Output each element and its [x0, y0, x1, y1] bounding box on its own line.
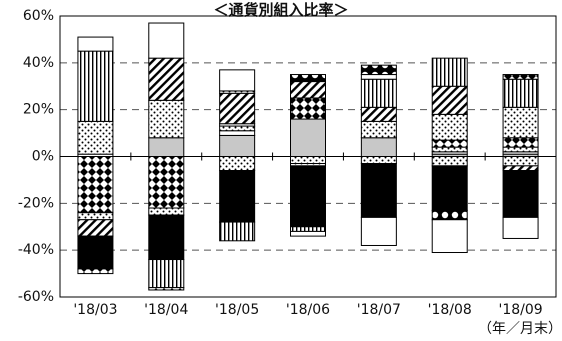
bar-segment: [502, 74, 539, 80]
bar-segment: [502, 78, 539, 108]
bar-segment: [148, 259, 185, 289]
x-tick-label: '18/08: [428, 302, 472, 318]
bar-segment: [77, 212, 114, 221]
bar-segment: [219, 170, 256, 223]
bar-segment: [502, 216, 539, 239]
bar-stack: [219, 69, 256, 242]
bar-segment: [502, 165, 539, 172]
bars: [77, 22, 539, 291]
bar-segment: [360, 216, 397, 246]
bar-segment: [360, 137, 397, 157]
bar-segment: [290, 230, 326, 237]
x-tick-label: '18/03: [73, 302, 117, 318]
x-axis-label: （年／月末）: [478, 321, 562, 337]
axes: [59, 15, 557, 298]
bar-segment: [148, 287, 185, 291]
bar-segment: [219, 156, 256, 172]
bar-segment: [360, 106, 397, 122]
bar-segment: [148, 214, 185, 261]
bar-segment: [77, 50, 114, 122]
y-tick-label: 0%: [32, 149, 54, 165]
x-tick-label: '18/07: [357, 302, 401, 318]
bar-stack: [502, 74, 539, 239]
bar-segment: [360, 163, 397, 218]
bar-segment: [290, 118, 326, 157]
bar-segment: [219, 221, 256, 242]
bar-segment: [431, 85, 468, 115]
bar-segment: [77, 156, 114, 214]
bar-segment: [77, 235, 114, 270]
y-tick-labels: -60% -40% -20% 0% 20% 40% 60%: [18, 8, 54, 305]
bar-segment: [502, 137, 539, 148]
bar-stack: [431, 57, 468, 254]
bar-segment: [431, 156, 468, 167]
bar-stack: [148, 22, 185, 291]
bar-segment: [148, 57, 185, 101]
bar-segment: [290, 156, 326, 165]
gridlines: [60, 62, 556, 251]
bar-segment: [77, 36, 114, 52]
y-tick-label: 20%: [23, 102, 54, 118]
bar-segment: [219, 130, 256, 136]
x-tick-label: '18/04: [144, 302, 188, 318]
bar-segment: [431, 57, 468, 87]
bar-segment: [148, 99, 185, 139]
x-tick-label: '18/05: [215, 302, 259, 318]
bar-segment: [219, 134, 256, 158]
bar-segment: [502, 170, 539, 218]
y-tick-label: -20%: [18, 195, 54, 211]
bar-segment: [502, 106, 539, 139]
bar-segment: [360, 120, 397, 139]
y-tick-label: 60%: [23, 8, 54, 24]
bar-segment: [77, 120, 114, 155]
bar-segment: [290, 74, 326, 83]
bar-segment: [148, 137, 185, 157]
bar-segment: [431, 139, 468, 148]
bar-segment: [77, 268, 114, 275]
bar-segment: [431, 219, 468, 254]
bar-segment: [360, 74, 397, 80]
bar-segment: [77, 219, 114, 237]
bar-segment: [148, 156, 185, 209]
y-tick-label: 40%: [23, 55, 54, 71]
y-tick-label: -40%: [18, 242, 54, 258]
bar-stack: [290, 74, 326, 237]
bar-segment: [290, 226, 326, 232]
bar-stack: [77, 36, 114, 275]
bar-stack: [360, 64, 397, 246]
bar-segment: [431, 165, 468, 211]
chart-title: ＜通貨別組入比率＞: [213, 1, 348, 19]
bar-segment: [431, 209, 468, 221]
bar-segment: [502, 146, 539, 153]
bar-segment: [148, 22, 185, 59]
bar-segment: [290, 97, 326, 120]
bar-segment: [431, 113, 468, 141]
bar-segment: [219, 125, 256, 132]
bar-segment: [219, 69, 256, 92]
bar-segment: [360, 156, 397, 165]
x-tick-label: '18/09: [498, 302, 542, 318]
bar-segment: [148, 207, 185, 216]
bar-segment: [290, 165, 326, 228]
bar-segment: [431, 146, 468, 153]
bar-segment: [219, 92, 256, 125]
bar-segment: [360, 64, 397, 76]
bar-segment: [502, 156, 539, 167]
bar-segment: [360, 78, 397, 108]
bar-segment: [290, 81, 326, 99]
x-tick-label: '18/06: [286, 302, 330, 318]
y-tick-label: -60%: [18, 289, 54, 305]
x-tick-labels: '18/03 '18/04 '18/05 '18/06 '18/07 '18/08 '18/…: [73, 302, 542, 318]
